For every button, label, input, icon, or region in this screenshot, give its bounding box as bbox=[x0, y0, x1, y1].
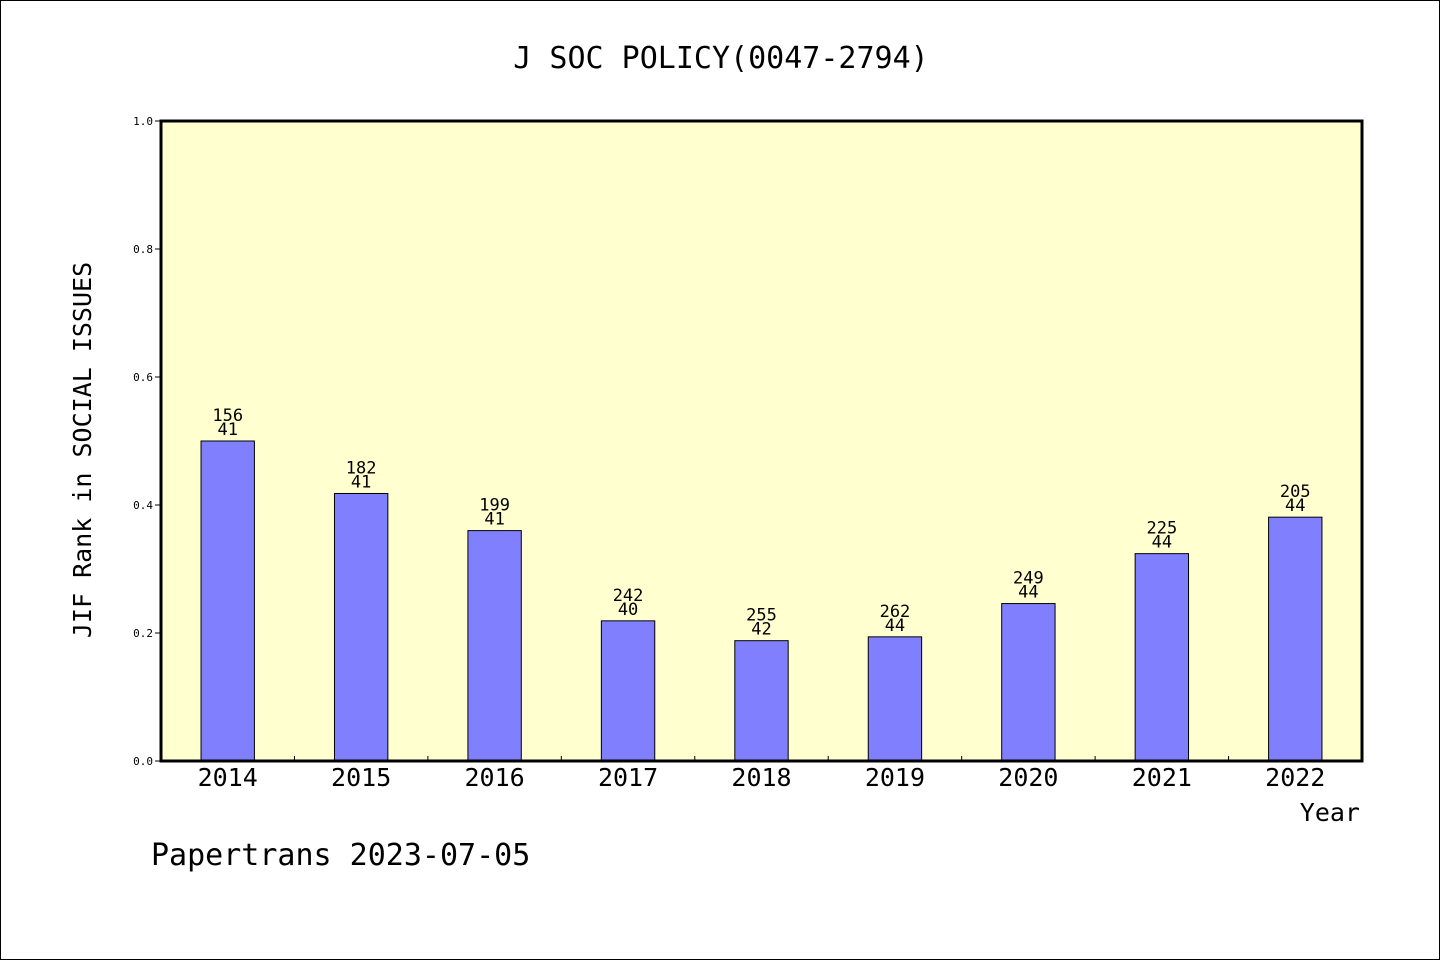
data-label-bottom-2018: 42 bbox=[751, 620, 771, 640]
bar-2016 bbox=[467, 530, 522, 762]
y-tick-label-0.6: 0.6 bbox=[133, 371, 153, 384]
bar-2020 bbox=[1001, 603, 1056, 762]
data-label-top-2020: 249 bbox=[1013, 569, 1044, 589]
data-label-bottom-2017: 40 bbox=[618, 600, 638, 620]
chart-title: J SOC POLICY(0047-2794) bbox=[513, 41, 928, 76]
x-tick-label-2017: 2017 bbox=[598, 763, 658, 792]
bar-2017 bbox=[600, 620, 656, 762]
y-tick-label-1.0: 1.0 bbox=[133, 115, 153, 128]
bar-2022 bbox=[1268, 516, 1323, 762]
data-label-top-2019: 262 bbox=[880, 602, 911, 622]
x-tick-label-2015: 2015 bbox=[331, 763, 391, 792]
bars-group bbox=[200, 440, 1323, 762]
y-axis: 0.0 0.2 0.4 0.6 0.8 1.0 bbox=[133, 115, 161, 768]
y-tick-label-0.0: 0.0 bbox=[133, 755, 153, 768]
data-label-bottom-2015: 41 bbox=[351, 472, 371, 492]
y-tick-label-0.4: 0.4 bbox=[133, 499, 153, 512]
data-label-bottom-2016: 41 bbox=[484, 510, 504, 530]
bar-2018 bbox=[734, 640, 789, 762]
plot-border bbox=[159, 119, 1364, 763]
x-tick-label-2018: 2018 bbox=[731, 763, 791, 792]
data-label-top-2022: 205 bbox=[1280, 482, 1311, 502]
data-label-top-2021: 225 bbox=[1146, 519, 1177, 539]
x-tick-label-2016: 2016 bbox=[465, 763, 525, 792]
x-tick-label-2014: 2014 bbox=[198, 763, 258, 792]
data-label-top-2014: 156 bbox=[212, 406, 243, 426]
y-tick-label-0.8: 0.8 bbox=[133, 243, 153, 256]
y-axis-label: JIF Rank in SOCIAL ISSUES bbox=[68, 262, 97, 638]
data-label-bottom-2021: 44 bbox=[1152, 533, 1172, 553]
bar-2014 bbox=[200, 440, 255, 762]
bar-2019 bbox=[867, 636, 923, 762]
data-label-bottom-2022: 44 bbox=[1285, 496, 1305, 516]
x-axis-label: Year bbox=[1300, 798, 1360, 827]
x-tick-label-2019: 2019 bbox=[865, 763, 925, 792]
x-tick-label-2020: 2020 bbox=[998, 763, 1058, 792]
data-label-top-2015: 182 bbox=[346, 458, 377, 478]
data-label-bottom-2020: 44 bbox=[1018, 583, 1038, 603]
x-tick-label-2022: 2022 bbox=[1265, 763, 1325, 792]
bar-2021 bbox=[1134, 553, 1190, 762]
x-axis: 2014 2015 2016 2017 2018 2019 2020 2021 2022 bbox=[198, 756, 1325, 792]
footer-text: Papertrans 2023-07-05 bbox=[151, 838, 530, 873]
data-label-bottom-2014: 41 bbox=[217, 420, 237, 440]
data-label-top-2016: 199 bbox=[479, 496, 510, 516]
data-label-bottom-2019: 44 bbox=[885, 616, 905, 636]
data-label-top-2017: 242 bbox=[613, 586, 644, 606]
x-tick-label-2021: 2021 bbox=[1132, 763, 1192, 792]
data-label-top-2018: 255 bbox=[746, 606, 777, 626]
bar-2015 bbox=[333, 492, 389, 762]
y-tick-label-0.2: 0.2 bbox=[133, 627, 153, 640]
